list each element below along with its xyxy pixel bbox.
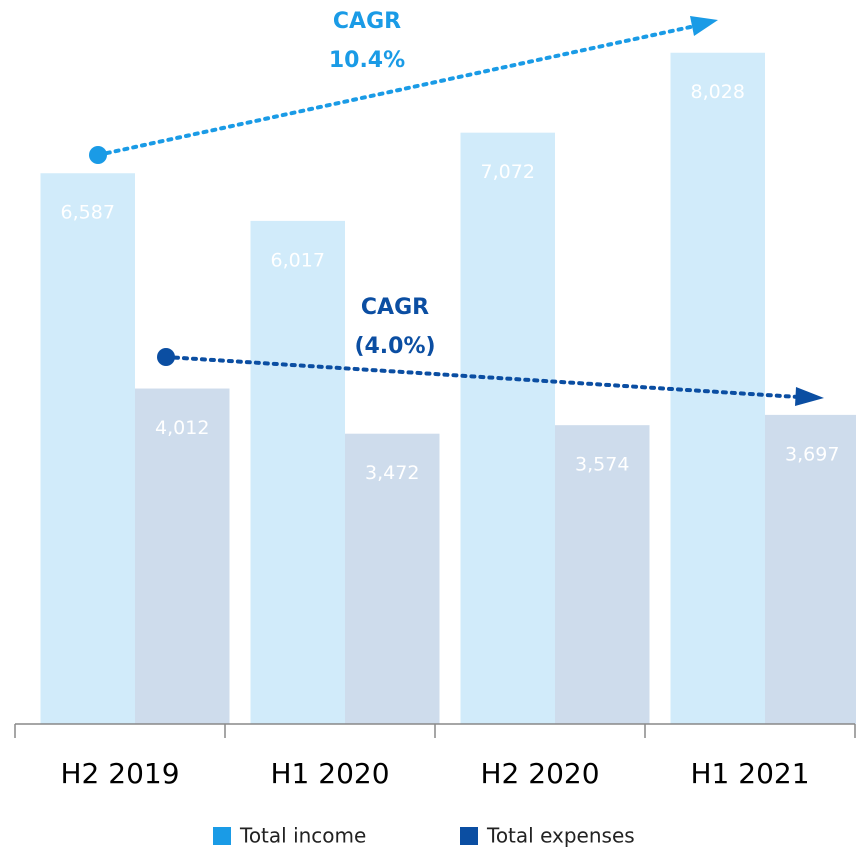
bar (670, 52, 765, 724)
overlay: CAGR 10.4% CAGR (4.0%) (89, 9, 824, 406)
arrow-head (690, 16, 718, 36)
value-label: 8,028 (691, 81, 745, 103)
value-label: 3,574 (575, 454, 629, 476)
arrow-head (795, 387, 824, 406)
bar (135, 388, 230, 724)
annotation: (4.0%) (354, 334, 435, 359)
value-label: 3,697 (785, 443, 839, 465)
bar (40, 173, 135, 724)
value-label: 4,012 (155, 417, 209, 439)
x-tick-label: H1 2020 (270, 757, 389, 790)
legend-label: Total expenses (486, 824, 635, 848)
trend-dot (157, 348, 175, 366)
legend-label: Total income (239, 824, 366, 848)
bar (460, 132, 555, 724)
bars (40, 52, 856, 725)
trend-arrow (96, 24, 697, 157)
annotation: CAGR (361, 295, 429, 320)
annotation: CAGR (333, 9, 401, 34)
bar (555, 425, 650, 724)
value-label: 7,072 (481, 161, 535, 183)
bar (765, 414, 856, 724)
annotation: 10.4% (329, 48, 405, 73)
legend-swatch (460, 827, 478, 845)
bar (250, 220, 345, 725)
x-tick-label: H1 2021 (690, 757, 809, 790)
value-label: 6,017 (271, 249, 325, 271)
x-tick-label: H2 2020 (480, 757, 599, 790)
value-label: 3,472 (365, 462, 419, 484)
bar (345, 433, 440, 724)
trend-arrow (164, 355, 800, 399)
x-tick-label: H2 2019 (60, 757, 179, 790)
value-label: 6,587 (61, 202, 115, 224)
trend-dot (89, 146, 107, 164)
legend-swatch (213, 827, 231, 845)
